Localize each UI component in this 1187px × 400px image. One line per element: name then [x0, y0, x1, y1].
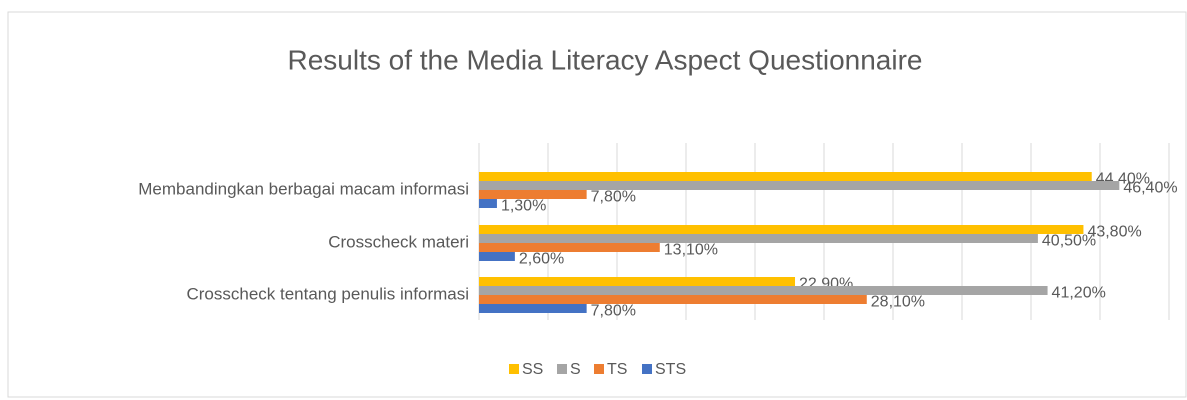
bar	[479, 172, 1092, 181]
value-label: 13,10%	[664, 242, 718, 259]
bar	[479, 304, 587, 313]
chart-title: Results of the Media Literacy Aspect Que…	[287, 44, 922, 75]
value-label: 40,50%	[1042, 233, 1096, 250]
bar	[479, 199, 497, 208]
value-label: 7,80%	[591, 189, 636, 206]
legend-label: S	[570, 361, 581, 378]
bar	[479, 225, 1084, 234]
bar	[479, 286, 1048, 295]
value-label: 41,20%	[1052, 285, 1106, 302]
legend-swatch	[594, 364, 604, 374]
value-label: 1,30%	[501, 198, 546, 215]
legend-swatch	[557, 364, 567, 374]
legend-label: SS	[522, 361, 543, 378]
chart-border	[7, 11, 1187, 398]
bar	[479, 243, 660, 252]
bar	[479, 181, 1120, 190]
bar	[479, 277, 796, 286]
value-label: 7,80%	[591, 303, 636, 320]
bar	[479, 252, 515, 261]
bar	[479, 295, 867, 304]
bar	[479, 190, 587, 199]
category-label: Membandingkan berbagai macam informasi	[138, 179, 469, 198]
value-label: 43,80%	[1087, 224, 1141, 241]
category-label: Crosscheck tentang penulis informasi	[186, 284, 469, 303]
legend-label: TS	[607, 361, 627, 378]
legend-swatch	[642, 364, 652, 374]
value-label: 46,40%	[1123, 180, 1177, 197]
legend-label: STS	[655, 361, 686, 378]
category-label: Crosscheck materi	[328, 232, 469, 251]
legend-swatch	[509, 364, 519, 374]
value-label: 28,10%	[871, 294, 925, 311]
value-label: 2,60%	[519, 251, 564, 268]
bar	[479, 234, 1038, 243]
